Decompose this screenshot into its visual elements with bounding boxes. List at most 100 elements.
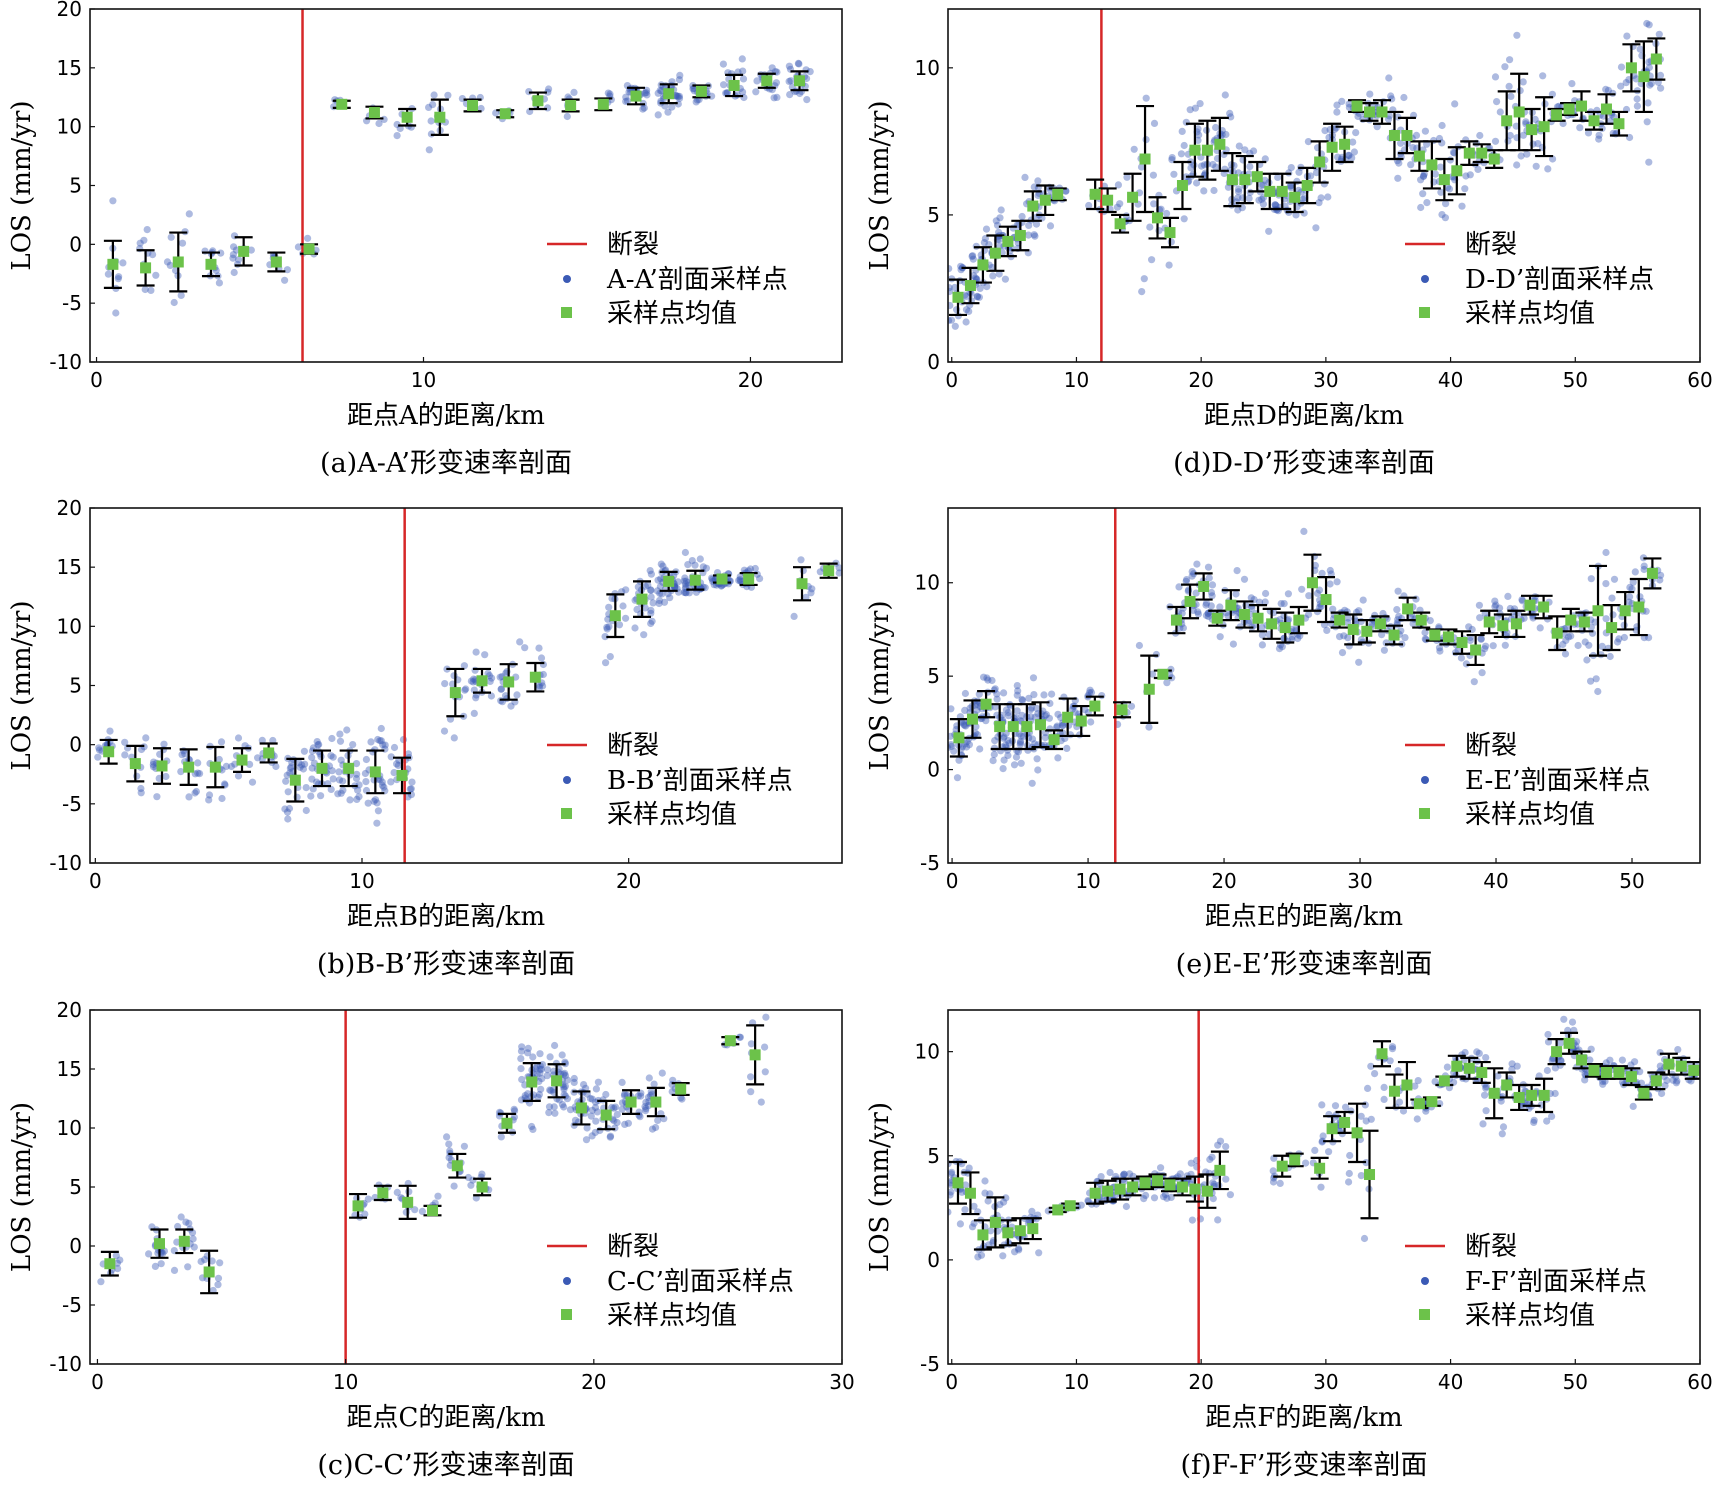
sample-point <box>1140 275 1148 283</box>
sample-point <box>1441 214 1449 222</box>
sample-point <box>654 1116 662 1124</box>
mean-marker <box>695 85 707 97</box>
sample-point <box>194 759 202 767</box>
mean-marker <box>501 1117 513 1129</box>
sample-point <box>1278 643 1286 651</box>
mean-marker <box>1306 577 1318 589</box>
sample-point <box>1646 81 1654 89</box>
sample-point <box>647 586 655 594</box>
mean-markers <box>952 53 1662 303</box>
sample-point <box>1461 185 1469 193</box>
sample-point <box>1357 1172 1365 1180</box>
sample-point <box>362 778 370 786</box>
sample-point <box>647 1088 655 1096</box>
sample-point <box>335 768 343 776</box>
sample-point <box>1207 588 1216 597</box>
sample-point <box>109 197 117 205</box>
sample-point <box>1087 688 1096 697</box>
sample-point <box>608 594 616 603</box>
sample-point <box>1506 131 1514 140</box>
sample-point <box>234 734 243 742</box>
mean-marker <box>1002 235 1014 247</box>
y-axis-label: LOS (mm/yr) <box>7 1102 37 1272</box>
sample-point <box>678 1095 686 1103</box>
legend-points-label: B-B’剖面采样点 <box>607 766 793 796</box>
sample-point <box>621 1120 629 1128</box>
sample-point <box>975 293 984 301</box>
sample-point <box>1674 1046 1682 1054</box>
sample-point <box>1583 656 1591 664</box>
sample-point <box>611 1103 620 1111</box>
sample-point <box>535 1090 544 1099</box>
sample-point <box>1657 571 1665 579</box>
sample-point <box>1255 196 1263 204</box>
sample-point <box>136 239 144 247</box>
mean-marker <box>503 676 515 688</box>
sample-point <box>1025 694 1033 702</box>
sample-point <box>1311 561 1319 570</box>
sample-point <box>215 755 223 764</box>
sample-point <box>735 576 743 585</box>
mean-marker <box>1189 144 1201 156</box>
mean-marker <box>689 574 701 586</box>
sample-point <box>989 272 997 280</box>
sample-point <box>623 97 632 105</box>
mean-marker <box>1279 622 1291 634</box>
sample-point <box>1292 211 1300 219</box>
sample-point <box>1419 190 1427 198</box>
sample-point <box>739 67 747 75</box>
sample-point <box>962 306 971 314</box>
sample-point <box>427 117 435 125</box>
sample-point <box>281 276 289 284</box>
y-axis-label: LOS (mm/yr) <box>865 1102 895 1272</box>
legend-points-swatch <box>563 275 571 283</box>
y-axis-label: LOS (mm/yr) <box>7 600 37 770</box>
mean-marker <box>1301 180 1313 191</box>
x-tick-label: 60 <box>1687 368 1712 392</box>
sample-point <box>296 763 304 771</box>
mean-marker <box>303 243 315 255</box>
sample-point <box>524 1090 532 1098</box>
sample-point <box>1176 1170 1184 1178</box>
y-tick-label: 10 <box>57 1116 82 1140</box>
mean-marker <box>1139 1177 1151 1189</box>
sample-point <box>639 105 647 113</box>
sample-point <box>615 621 624 629</box>
sample-point <box>1116 200 1124 208</box>
y-tick-label: 10 <box>915 56 940 80</box>
mean-marker <box>1551 627 1563 639</box>
y-tick-label: 5 <box>69 674 82 698</box>
sample-point <box>375 119 383 128</box>
sample-point <box>961 689 970 698</box>
mean-marker <box>1565 614 1577 626</box>
sample-point <box>230 243 238 251</box>
sample-point <box>545 1103 554 1111</box>
sample-point <box>218 794 226 803</box>
sample-point <box>1305 592 1313 600</box>
sample-point <box>641 582 650 590</box>
sample-point <box>534 1093 542 1101</box>
sample-point <box>95 746 104 754</box>
sample-point <box>1258 641 1266 649</box>
mean-marker <box>1089 188 1101 200</box>
sample-point <box>1344 151 1352 159</box>
sample-point <box>405 1188 413 1196</box>
sample-point <box>378 778 386 786</box>
sample-point <box>469 1176 477 1184</box>
sample-point <box>550 1103 558 1111</box>
mean-marker <box>1320 594 1332 606</box>
sample-point <box>1492 601 1500 609</box>
sample-point <box>1532 162 1540 170</box>
sample-point <box>185 1219 193 1227</box>
sample-point <box>443 1133 451 1141</box>
sample-point <box>1269 1167 1277 1175</box>
mean-marker <box>980 698 992 710</box>
sample-point <box>723 89 731 97</box>
sample-point <box>971 729 980 737</box>
sample-point <box>1071 708 1079 716</box>
sample-point <box>314 741 322 749</box>
mean-marker <box>499 108 511 120</box>
sample-point <box>1498 1130 1506 1138</box>
